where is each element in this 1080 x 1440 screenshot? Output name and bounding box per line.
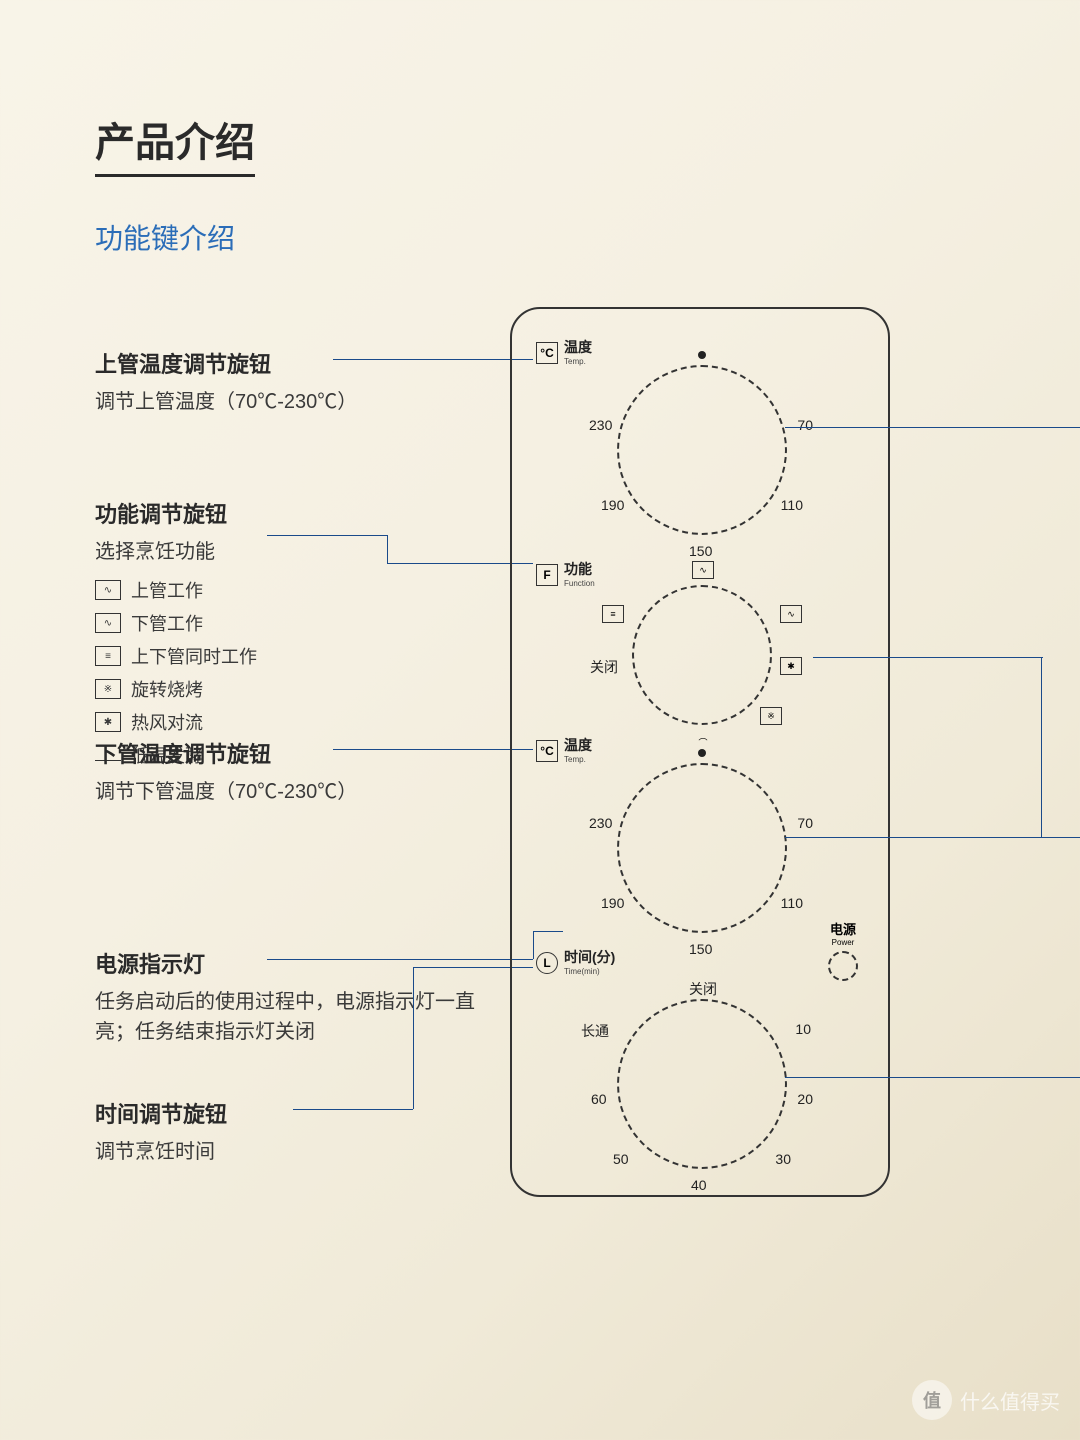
power-indicator: 电源 Power [828, 919, 858, 981]
watermark: 值 什么值得买 [912, 1380, 1060, 1420]
callout-desc: 调节烹饪时间 [95, 1137, 505, 1167]
clock-icon: L [536, 952, 558, 974]
watermark-badge-icon: 值 [912, 1380, 952, 1420]
section-subtitle: 功能键介绍 [95, 217, 1080, 257]
callout-title: 功能调节旋钮 [95, 497, 505, 529]
leader-line [333, 359, 533, 360]
leader-line [267, 959, 533, 960]
leader-line [413, 967, 414, 1109]
callout-upper-temp: 上管温度调节旋钮 调节上管温度（70℃-230℃） [95, 347, 505, 417]
mode-icon: ∿ [95, 613, 121, 633]
temp-label: °C 温度Temp. [536, 339, 592, 366]
callout-title: 下管温度调节旋钮 [95, 737, 505, 769]
callout-title: 上管温度调节旋钮 [95, 347, 505, 379]
off-label: 关闭 [689, 979, 717, 999]
callout-title: 时间调节旋钮 [95, 1097, 505, 1129]
time-label: L 时间(分)Time(min) [536, 949, 615, 976]
mode-icon: ✱ [780, 657, 802, 675]
leader-line [267, 535, 387, 536]
temp-icon: °C [536, 740, 558, 762]
mode-icon: ∿ [95, 580, 121, 600]
callout-lower-temp: 下管温度调节旋钮 调节下管温度（70℃-230℃） [95, 737, 505, 807]
callout-desc: 任务启动后的使用过程中，电源指示灯一直亮；任务结束指示灯关闭 [95, 987, 505, 1047]
upper-temp-dial: 70 110 150 190 230 [617, 365, 787, 535]
function-icon: F [536, 564, 558, 586]
callout-desc: 调节下管温度（70℃-230℃） [95, 777, 505, 807]
off-label: 关闭 [590, 657, 618, 677]
content-area: 上管温度调节旋钮 调节上管温度（70℃-230℃） 功能调节旋钮 选择烹饪功能 … [95, 317, 1080, 1417]
function-dial: ∿ ∿ ✱ ※ ⌒ ≡ 关闭 [632, 585, 772, 725]
mode-icon: ∿ [692, 561, 714, 579]
callout-desc: 调节上管温度（70℃-230℃） [95, 387, 505, 417]
timer-dial: 关闭 长通 10 20 30 40 50 60 [617, 999, 787, 1169]
dial-indicator [698, 351, 706, 359]
callout-timer: 时间调节旋钮 调节烹饪时间 [95, 1097, 505, 1167]
mode-icon: ※ [760, 707, 782, 725]
page-title: 产品介绍 [95, 110, 255, 177]
control-panel-diagram: °C 温度Temp. 70 110 150 190 230 F 功能Functi… [510, 307, 890, 1197]
temp-icon: °C [536, 342, 558, 364]
mode-icon: ∿ [780, 605, 802, 623]
leader-line [293, 1109, 413, 1110]
list-item: ∿上管工作 [95, 577, 505, 603]
mode-icon: ✱ [95, 712, 121, 732]
continuous-label: 长通 [581, 1021, 609, 1041]
dial-indicator [698, 749, 706, 757]
list-item: ※旋转烧烤 [95, 676, 505, 702]
leader-line [1041, 657, 1042, 837]
callout-power: 电源指示灯 任务启动后的使用过程中，电源指示灯一直亮；任务结束指示灯关闭 [95, 947, 505, 1047]
leader-line [785, 427, 1080, 428]
manual-page: 产品介绍 功能键介绍 上管温度调节旋钮 调节上管温度（70℃-230℃） 功能调… [0, 0, 1080, 1440]
list-item: ≡上下管同时工作 [95, 643, 505, 669]
leader-line [785, 1077, 1080, 1078]
callout-title: 电源指示灯 [95, 947, 505, 979]
lower-temp-dial: 70 110 150 190 230 [617, 763, 787, 933]
leader-line [813, 657, 1043, 658]
mode-icon: ≡ [95, 646, 121, 666]
leader-line [387, 535, 388, 563]
temp-label: °C 温度Temp. [536, 737, 592, 764]
mode-icon: ※ [95, 679, 121, 699]
mode-icon: ≡ [602, 605, 624, 623]
watermark-text: 什么值得买 [960, 1386, 1060, 1415]
callout-function: 功能调节旋钮 选择烹饪功能 ∿上管工作 ∿下管工作 ≡上下管同时工作 ※旋转烧烤… [95, 497, 505, 775]
leader-line [333, 749, 533, 750]
function-label: F 功能Function [536, 561, 595, 588]
list-item: ✱热风对流 [95, 709, 505, 735]
leader-line [785, 837, 1080, 838]
power-led-icon [828, 951, 858, 981]
list-item: ∿下管工作 [95, 610, 505, 636]
